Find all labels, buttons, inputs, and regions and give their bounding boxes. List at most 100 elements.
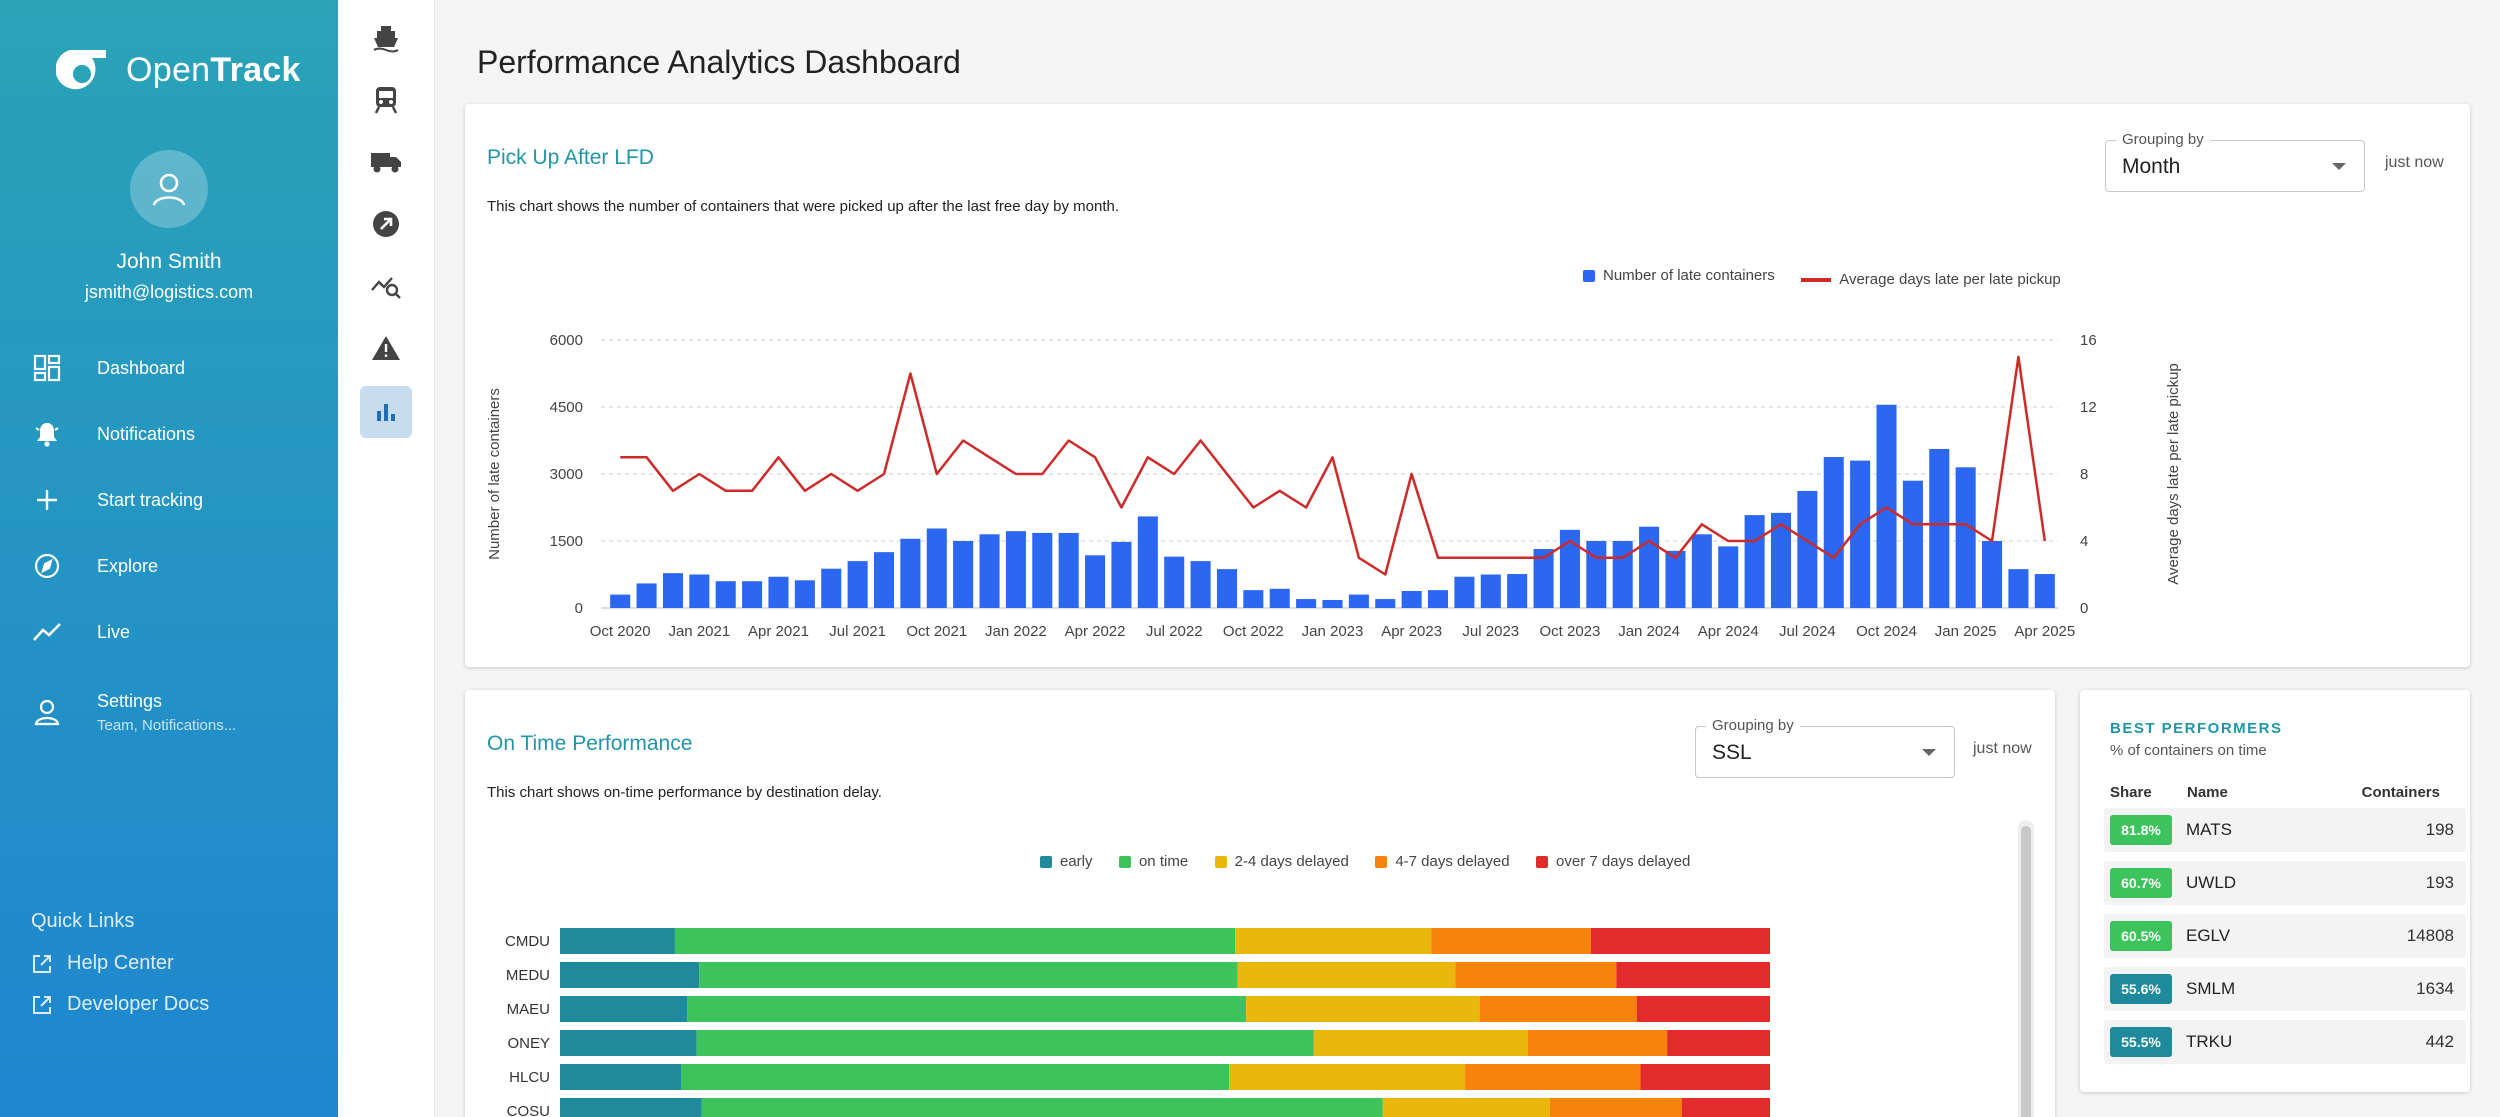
nav-item-settings[interactable]: Settings Team, Notifications...	[0, 684, 338, 740]
bar[interactable]	[1269, 588, 1290, 608]
stacked-bar-segment[interactable]	[1455, 962, 1617, 988]
stacked-bar-segment[interactable]	[560, 1030, 697, 1056]
bar[interactable]	[1902, 480, 1923, 608]
stacked-bar-segment[interactable]	[1636, 996, 1770, 1022]
bar[interactable]	[953, 541, 974, 608]
stacked-bar-segment[interactable]	[1479, 996, 1637, 1022]
avatar[interactable]	[130, 150, 208, 228]
bar[interactable]	[1691, 534, 1712, 608]
bar[interactable]	[1850, 460, 1871, 608]
stacked-bar-segment[interactable]	[560, 928, 675, 954]
bar[interactable]	[847, 561, 868, 608]
rail-button-arrow[interactable]	[360, 198, 412, 250]
bar[interactable]	[1612, 541, 1633, 608]
stacked-bar-segment[interactable]	[1229, 1064, 1466, 1090]
bar[interactable]	[900, 538, 921, 608]
stacked-bar-segment[interactable]	[1237, 962, 1456, 988]
legend-item[interactable]: 4-7 days delayed	[1375, 853, 1510, 870]
nav-item-live[interactable]: Live	[0, 604, 338, 660]
table-row[interactable]: 60.5% EGLV 14808	[2104, 914, 2466, 958]
bar[interactable]	[1243, 590, 1264, 608]
scrollbar-thumb[interactable]	[2021, 826, 2031, 1117]
rail-button-truck[interactable]	[360, 136, 412, 188]
stacked-bar-segment[interactable]	[699, 962, 1238, 988]
legend-item[interactable]: early	[1040, 853, 1093, 870]
bar[interactable]	[1559, 529, 1580, 608]
bar[interactable]	[1929, 448, 1950, 608]
stacked-bar-segment[interactable]	[681, 1064, 1230, 1090]
bar[interactable]	[1955, 467, 1976, 608]
stacked-bar-segment[interactable]	[1235, 928, 1432, 954]
bar[interactable]	[1507, 574, 1528, 608]
rail-button-train[interactable]	[360, 74, 412, 126]
stacked-bar-segment[interactable]	[1313, 1030, 1528, 1056]
stacked-bar-segment[interactable]	[1681, 1098, 1770, 1117]
bar[interactable]	[1718, 546, 1739, 608]
logo[interactable]: OpenTrack	[56, 44, 301, 96]
bar[interactable]	[1164, 556, 1185, 608]
scrollbar-track[interactable]	[2018, 820, 2034, 1117]
stacked-bar-segment[interactable]	[1590, 928, 1770, 954]
nav-item-notifications[interactable]: Notifications	[0, 406, 338, 462]
bar[interactable]	[742, 581, 763, 608]
bar[interactable]	[1744, 515, 1765, 608]
bar[interactable]	[873, 552, 895, 608]
stacked-bar-segment[interactable]	[701, 1098, 1383, 1117]
bar[interactable]	[1137, 516, 1158, 608]
stacked-bar-segment[interactable]	[696, 1030, 1314, 1056]
bar[interactable]	[1770, 512, 1792, 608]
rail-button-analytics-search[interactable]	[360, 260, 412, 312]
table-row[interactable]: 60.7% UWLD 193	[2104, 861, 2466, 905]
stacked-bar-segment[interactable]	[560, 1098, 702, 1117]
bar[interactable]	[662, 573, 683, 608]
stacked-bar-segment[interactable]	[1528, 1030, 1668, 1056]
bar[interactable]	[1480, 574, 1501, 609]
table-row[interactable]: 81.8% MATS 198	[2104, 808, 2466, 852]
bar[interactable]	[636, 583, 657, 608]
bar[interactable]	[1797, 490, 1818, 608]
rail-button-analytics[interactable]	[360, 386, 412, 438]
bar[interactable]	[1058, 532, 1079, 608]
stacked-bar-segment[interactable]	[1667, 1030, 1770, 1056]
quick-link-help-center[interactable]: Help Center	[31, 952, 174, 975]
legend-item[interactable]: Average days late per late pickup	[1801, 271, 2061, 288]
bar[interactable]	[1982, 541, 2003, 608]
stacked-bar-segment[interactable]	[1616, 962, 1770, 988]
stacked-bar-segment[interactable]	[1640, 1064, 1770, 1090]
legend-item[interactable]: 2-4 days delayed	[1214, 853, 1349, 870]
otp-grouping-select[interactable]: Grouping by SSL	[1695, 717, 1955, 778]
rail-button-warning[interactable]	[360, 322, 412, 374]
stacked-bar-segment[interactable]	[1431, 928, 1591, 954]
bar[interactable]	[1216, 569, 1237, 608]
table-row[interactable]: 55.6% SMLM 1634	[2104, 967, 2466, 1011]
bar[interactable]	[689, 574, 710, 609]
stacked-bar-segment[interactable]	[674, 928, 1236, 954]
rail-button-ship[interactable]	[360, 12, 412, 64]
bar[interactable]	[1005, 531, 1026, 608]
bar[interactable]	[1401, 591, 1422, 608]
legend-item[interactable]: on time	[1118, 853, 1188, 870]
bar[interactable]	[1111, 541, 1132, 608]
bar[interactable]	[1428, 590, 1449, 608]
lfd-grouping-select[interactable]: Grouping by Month	[2105, 131, 2365, 192]
bar[interactable]	[1533, 549, 1554, 608]
bar[interactable]	[1823, 457, 1844, 608]
bar[interactable]	[1085, 555, 1106, 608]
legend-item[interactable]: Number of late containers	[1583, 267, 1775, 284]
bar[interactable]	[979, 534, 1000, 608]
series-line[interactable]	[620, 355, 2047, 576]
stacked-bar-segment[interactable]	[1549, 1098, 1682, 1117]
bar[interactable]	[2034, 574, 2055, 608]
bar[interactable]	[1296, 599, 1317, 608]
table-row[interactable]: 55.5% TRKU 442	[2104, 1020, 2466, 1064]
bar[interactable]	[1639, 526, 1660, 608]
stacked-bar-segment[interactable]	[1382, 1098, 1550, 1117]
stacked-bar-segment[interactable]	[560, 996, 688, 1022]
bar[interactable]	[926, 528, 947, 608]
bar[interactable]	[1348, 594, 1369, 608]
bar[interactable]	[1375, 599, 1396, 608]
bar[interactable]	[610, 594, 631, 608]
bar[interactable]	[821, 568, 842, 608]
bar[interactable]	[1322, 599, 1343, 608]
bar[interactable]	[2008, 569, 2029, 608]
